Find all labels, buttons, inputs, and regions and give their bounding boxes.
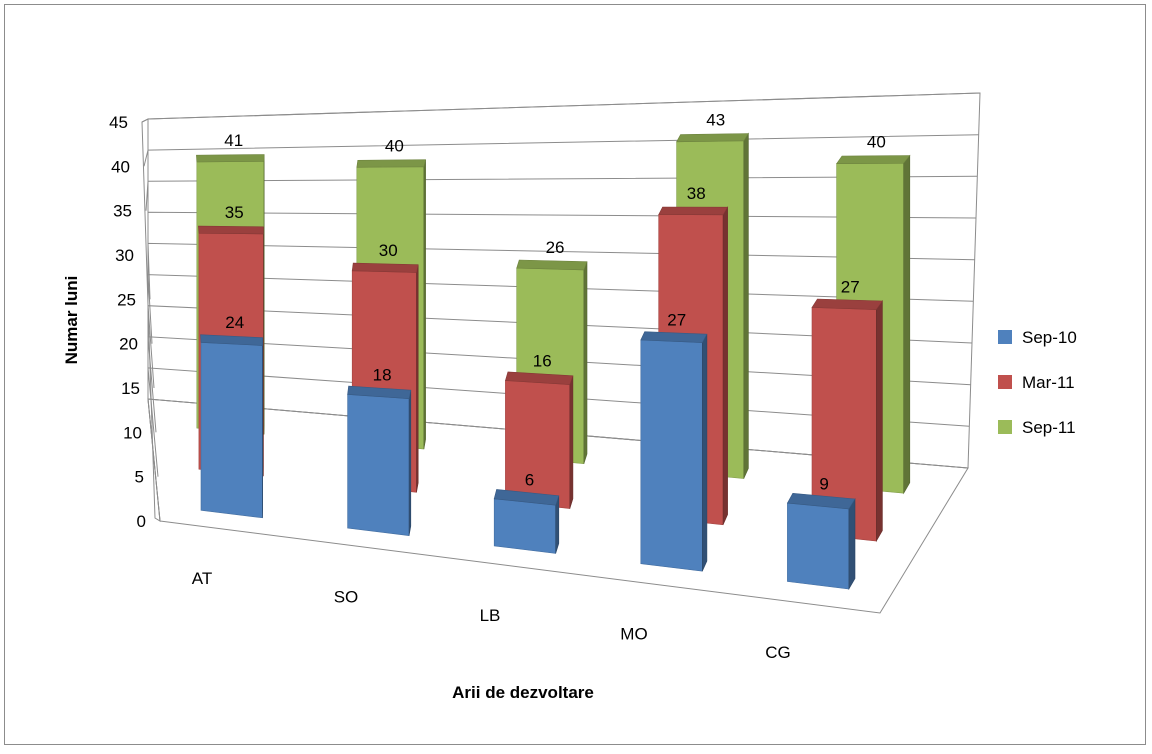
y-tick-label: 30: [115, 246, 134, 265]
data-label: 40: [867, 133, 886, 152]
bar-top-face: [352, 263, 418, 272]
category-label: LB: [480, 606, 501, 625]
data-label: 27: [841, 277, 860, 296]
y-tick-label: 0: [137, 512, 146, 531]
category-labels: AT SO LB MO CG: [192, 569, 791, 662]
bar-top-face: [837, 156, 910, 164]
data-label: 6: [525, 471, 534, 490]
y-tick-label: 45: [109, 113, 128, 132]
legend: Sep-10 Mar-11 Sep-11: [998, 328, 1077, 437]
data-label: 35: [225, 203, 244, 222]
data-label: 43: [706, 111, 725, 130]
bar-side-face: [702, 334, 707, 571]
bar-front-face: [505, 381, 569, 509]
bar-side-face: [417, 265, 419, 493]
legend-label: Mar-11: [1022, 373, 1075, 392]
y-tick-label: 25: [117, 290, 136, 309]
legend-label: Sep-10: [1022, 328, 1077, 347]
bar-top-face: [196, 155, 264, 163]
bar-side-face: [584, 262, 587, 464]
bar: [641, 332, 707, 572]
bar-side-face: [849, 499, 855, 589]
bar: [348, 386, 411, 535]
data-label: 41: [224, 131, 243, 150]
data-label: 27: [667, 310, 686, 329]
x-axis-title: Arii de dezvoltare: [452, 683, 594, 702]
data-label: 9: [819, 474, 828, 493]
legend-swatch: [998, 375, 1012, 389]
category-label: SO: [334, 588, 359, 607]
data-label: 16: [533, 351, 552, 370]
y-tick-label: 20: [119, 335, 138, 354]
bar: [787, 493, 855, 589]
bar-front-face: [787, 503, 849, 589]
bar-side-face: [904, 156, 910, 494]
y-tick-label: 15: [121, 379, 140, 398]
category-label: AT: [192, 569, 212, 588]
bar-side-face: [876, 301, 882, 541]
bar-side-face: [570, 376, 573, 509]
category-label: CG: [765, 643, 791, 662]
y-tick-label: 5: [135, 468, 144, 487]
bar-side-face: [424, 160, 426, 449]
y-tick-labels: 0 5 10 15 20 25 30 35 40 45: [109, 113, 146, 531]
bar-top-face: [677, 134, 749, 142]
bar-front-face: [348, 394, 410, 535]
data-label: 26: [546, 238, 565, 257]
bar-top-face: [198, 226, 263, 234]
legend-swatch: [998, 420, 1012, 434]
bar-top-face: [357, 160, 426, 168]
bar-front-face: [494, 499, 556, 554]
data-label: 18: [373, 366, 392, 385]
bar-top-face: [812, 299, 882, 310]
bar: [201, 335, 263, 518]
legend-label: Sep-11: [1022, 418, 1076, 437]
y-axis-title: Numar luni: [62, 276, 81, 365]
bar-top-face: [659, 207, 728, 215]
category-label: MO: [620, 624, 647, 643]
bar-top-face: [517, 260, 587, 270]
bar-side-face: [744, 134, 749, 479]
data-label: 24: [225, 313, 244, 332]
bar-side-face: [409, 390, 411, 535]
data-label: 40: [385, 136, 404, 155]
bar-front-face: [641, 340, 703, 571]
chart-frame: 0 5 10 15 20 25 30 35 40 45 40 43 26 40 41 27 38 16 30 35 9…: [4, 4, 1146, 745]
data-label: 38: [687, 184, 706, 203]
bar: [505, 372, 573, 509]
bar: [494, 489, 559, 553]
bar-side-face: [723, 207, 728, 525]
y-tick-label: 10: [123, 423, 142, 442]
y-tick-label: 40: [111, 157, 130, 176]
bar-front-face: [201, 342, 263, 517]
data-label: 30: [379, 241, 398, 260]
legend-swatch: [998, 330, 1012, 344]
chart-svg: 0 5 10 15 20 25 30 35 40 45 40 43 26 40 41 27 38 16 30 35 9…: [5, 5, 1152, 754]
y-tick-label: 35: [113, 202, 132, 221]
